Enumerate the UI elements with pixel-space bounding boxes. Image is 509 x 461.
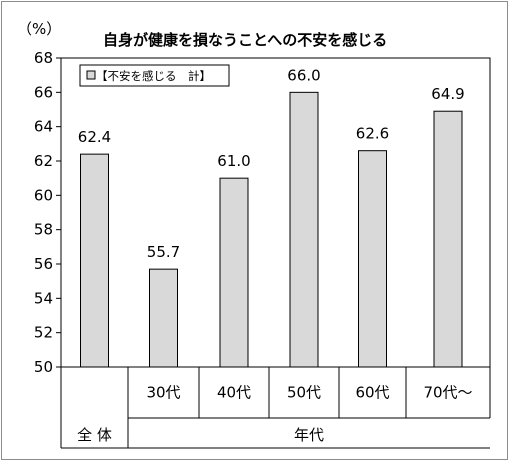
bar xyxy=(80,153,109,368)
y-tick-label: 54 xyxy=(34,289,53,307)
value-label: 55.7 xyxy=(147,243,180,261)
x-tick-label: 60代 xyxy=(355,384,389,402)
bar xyxy=(289,91,319,368)
value-label: 64.9 xyxy=(431,85,464,103)
group-label-age: 年代 xyxy=(294,426,324,444)
legend-box xyxy=(79,64,230,87)
bar xyxy=(219,177,249,368)
y-tick-label: 58 xyxy=(34,221,53,239)
y-tick-label: 50 xyxy=(34,358,53,376)
x-tick-label: 50代 xyxy=(287,384,321,402)
bar xyxy=(149,268,178,368)
y-tick-label: 60 xyxy=(34,186,53,204)
bar xyxy=(358,150,387,368)
y-tick-label: 56 xyxy=(34,255,53,273)
y-tick-label: 52 xyxy=(34,324,53,342)
y-tick-label: 64 xyxy=(34,118,53,136)
value-label: 62.4 xyxy=(78,128,111,146)
x-tick-label: 40代 xyxy=(217,384,251,402)
category-table: 30代 40代 50代 60代 70代〜全 体 年代 xyxy=(60,367,491,449)
y-axis-ticks: 50 52 54 56 58 60 62 64 66 68 xyxy=(34,49,61,376)
plot-frame xyxy=(60,57,491,368)
value-label: 61.0 xyxy=(217,152,250,170)
legend-swatch xyxy=(86,70,96,80)
x-tick-label: 70代〜 xyxy=(423,384,472,402)
y-tick-label: 66 xyxy=(34,83,53,101)
chart-title: 自身が健康を損なうことへの不安を感じる xyxy=(103,31,387,49)
y-tick-label: 62 xyxy=(34,152,53,170)
y-axis-unit-label: （%） xyxy=(17,20,61,38)
y-tick-label: 68 xyxy=(34,49,53,67)
plot-area xyxy=(60,57,491,368)
value-labels: 62.4 55.7 61.0 66.0 62.6 64.9 xyxy=(78,66,465,261)
x-tick-label: 30代 xyxy=(146,384,180,402)
legend-label: 【不安を感じる 計】 xyxy=(96,69,211,83)
bar xyxy=(433,110,463,368)
group-label-total: 全 体 xyxy=(77,426,112,444)
value-label: 62.6 xyxy=(356,125,389,143)
value-label: 66.0 xyxy=(287,66,320,84)
legend: 【不安を感じる 計】 xyxy=(79,64,230,87)
bars xyxy=(80,91,463,368)
